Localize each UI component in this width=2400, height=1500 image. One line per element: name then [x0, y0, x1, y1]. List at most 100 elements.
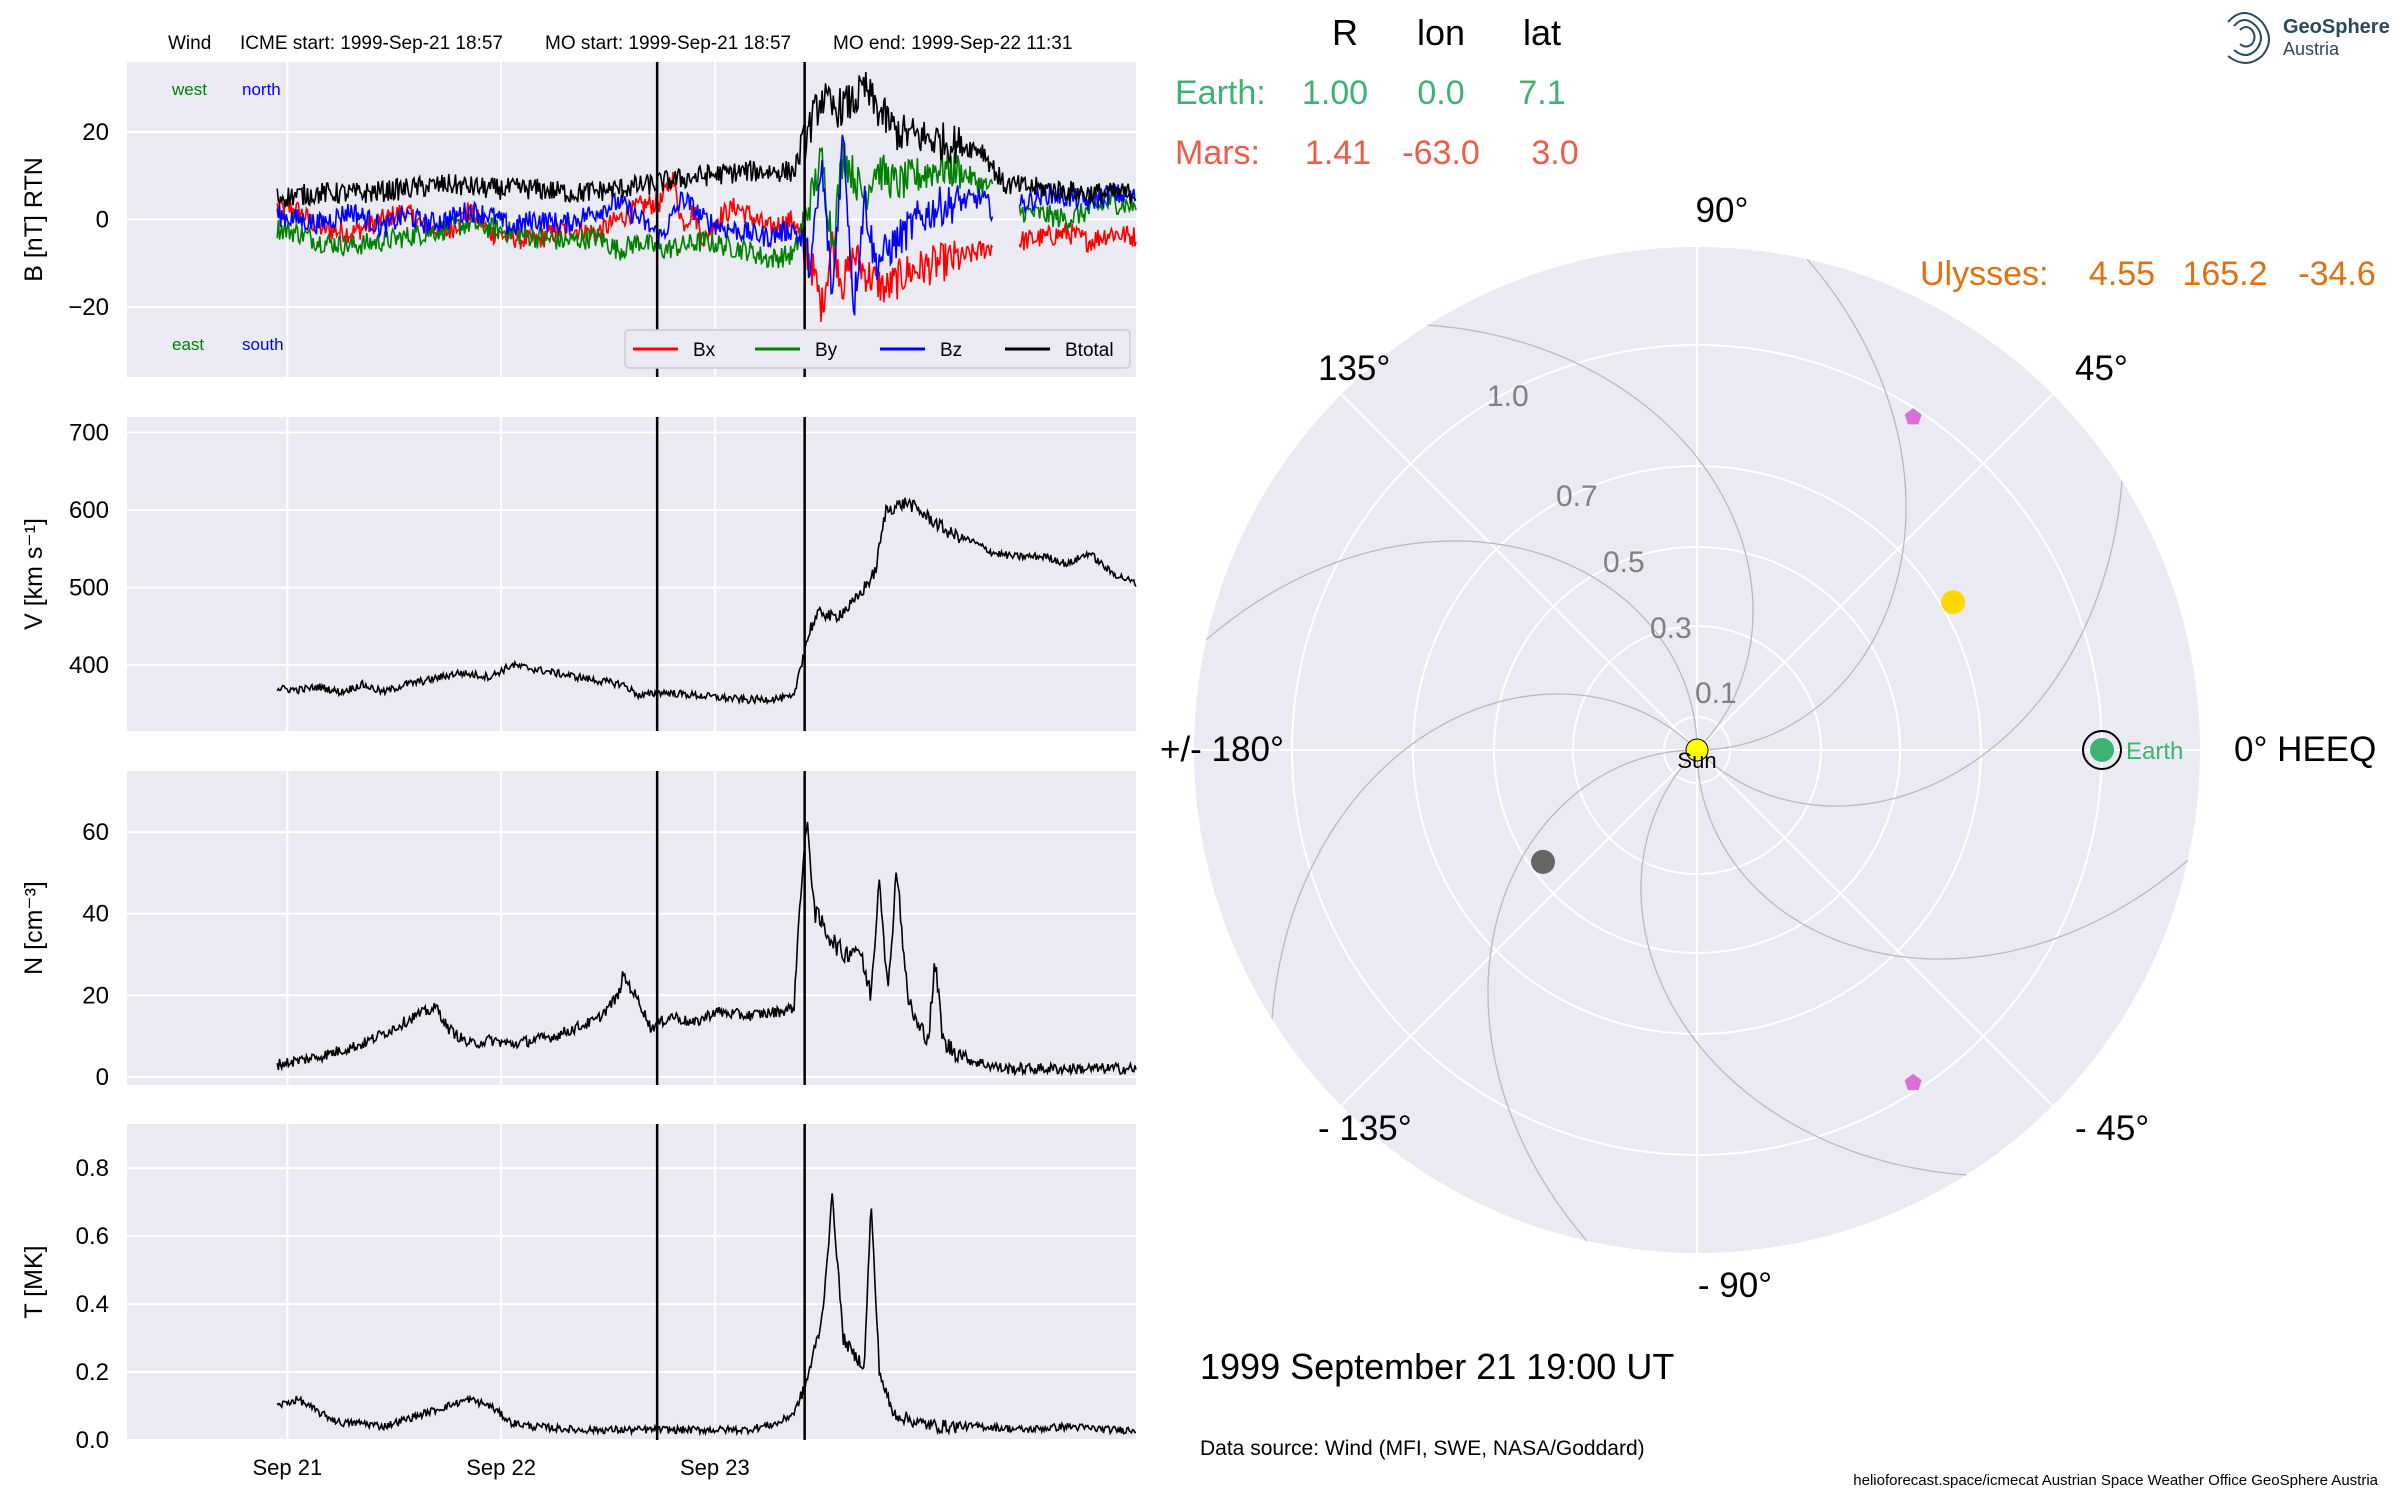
legend: Bx By Bz Btotal: [624, 329, 1131, 369]
earth-ring: [2082, 730, 2122, 770]
header-mo-start: MO start: 1999-Sep-21 18:57: [545, 33, 791, 54]
footer-credits: helioforecast.space/icmecat Austrian Spa…: [1853, 1472, 2378, 1489]
speed-panel: 700 600 500 400 V [km s⁻¹]: [20, 417, 1137, 731]
angle-label: - 45°: [2075, 1109, 2149, 1148]
data-source: Data source: Wind (MFI, SWE, NASA/Goddar…: [1200, 1437, 1645, 1460]
timeseries-panels: 20 0 −20 B [nT] RTN west north east south Bx By Bz…: [20, 62, 1137, 1480]
y-axis-label: T [MK]: [20, 1245, 48, 1318]
parker-spiral: [1271, 693, 1698, 1020]
parker-spirals: [1205, 258, 2189, 1242]
y-tick-label: 0.2: [76, 1359, 109, 1386]
parker-spiral: [1696, 750, 2189, 960]
angular-grid-line: [1696, 393, 2054, 751]
legend-label: Btotal: [1065, 340, 1114, 361]
spacecraft-marker: [1904, 408, 1922, 425]
ulysses-lat: -34.6: [2298, 255, 2376, 293]
x-tick-label: Sep 23: [680, 1455, 750, 1480]
y-tick-label: 0: [96, 1064, 109, 1091]
mars-label: Mars:: [1175, 134, 1260, 172]
spacecraft-marker: [1904, 1073, 1922, 1091]
parker-spiral: [1696, 480, 2123, 807]
series-by: [276, 142, 1137, 269]
legend-label: Bz: [940, 340, 962, 361]
parker-spiral: [1205, 540, 1698, 750]
ulysses-label: Ulysses:: [1920, 255, 2048, 293]
planet-marker: [1531, 849, 1556, 874]
logo-line1: GeoSphere: [2283, 16, 2390, 38]
y-tick-label: 0.8: [76, 1155, 109, 1182]
angle-label: 90°: [1696, 191, 1749, 230]
parker-spiral: [1487, 749, 1697, 1242]
radial-tick-label: 0.3: [1650, 612, 1692, 645]
planet-marker: [1941, 590, 1966, 615]
geosphere-logo: GeoSphere Austria: [2227, 12, 2390, 64]
series-bz: [276, 134, 1137, 316]
angular-grid-line: [1340, 393, 1698, 751]
y-tick-label: 400: [69, 652, 109, 679]
row-mars: Mars: 1.41 -63.0 3.0: [1175, 134, 1579, 172]
earth-label: Earth:: [1175, 74, 1266, 112]
angle-label: 135°: [1318, 349, 1390, 388]
y-tick-label: 0.0: [76, 1427, 109, 1454]
angle-label: - 135°: [1318, 1109, 1412, 1148]
heeq-polar-plot: 0.10.30.50.7 1.0 90° 45° 0° HEEQ - 45° - 90° - …: [1160, 191, 2376, 1305]
timestamp: 1999 September 21 19:00 UT: [1200, 1346, 1674, 1387]
temperature-panel: 0.8 0.6 0.4 0.2 0.0 T [MK] Sep 21 Sep 22 Sep 23: [20, 1124, 1137, 1480]
y-tick-label: 700: [69, 420, 109, 447]
mars-lat: 3.0: [1531, 134, 1578, 172]
earth-lat: 7.1: [1518, 74, 1565, 112]
header-lat: lat: [1523, 12, 1561, 53]
angular-grid-line: [1696, 749, 2054, 1107]
header-R: R: [1332, 12, 1358, 53]
density-panel: 60 40 20 0 N [cm⁻³]: [20, 771, 1137, 1091]
marker-south: south: [242, 335, 284, 354]
parker-spiral: [1697, 258, 1907, 751]
y-tick-label: 600: [69, 497, 109, 524]
header-spacecraft: Wind: [168, 33, 211, 54]
angle-label: - 90°: [1698, 1266, 1772, 1305]
radial-tick-label: 0.5: [1603, 546, 1645, 579]
y-tick-label: 60: [82, 819, 109, 846]
angle-label: 0° HEEQ: [2234, 730, 2376, 769]
marker-east: east: [172, 335, 204, 354]
speed-series: [276, 497, 1137, 706]
marker-west: west: [171, 80, 207, 99]
y-tick-label: 0.6: [76, 1223, 109, 1250]
legend-label: Bx: [693, 340, 716, 361]
y-tick-label: 0: [96, 207, 109, 234]
ulysses-R: 4.55: [2089, 255, 2155, 293]
mars-R: 1.41: [1305, 134, 1371, 172]
density-series: [276, 821, 1137, 1077]
header-icme-start: ICME start: 1999-Sep-21 18:57: [240, 33, 503, 54]
y-axis-label: B [nT] RTN: [20, 157, 48, 282]
x-tick-label: Sep 21: [252, 1455, 322, 1480]
y-tick-label: 0.4: [76, 1291, 109, 1318]
series-btotal: [276, 71, 1137, 208]
angle-label: +/- 180°: [1160, 730, 1284, 769]
y-tick-label: 500: [69, 575, 109, 602]
ulysses-lon: 165.2: [2182, 255, 2267, 293]
earth-marker: [2090, 738, 2114, 762]
y-tick-label: 20: [82, 119, 109, 146]
positions-table: R lon lat Earth: 1.00 0.0 7.1 Mars: 1.41…: [1175, 12, 2376, 293]
parker-spiral: [1640, 749, 1967, 1176]
sun-marker: [1685, 738, 1709, 762]
row-ulysses: Ulysses: 4.55 165.2 -34.6: [1920, 255, 2376, 293]
earth-R: 1.00: [1302, 74, 1368, 112]
legend-label: By: [815, 340, 838, 361]
temperature-series: [276, 1193, 1137, 1437]
geosphere-swirl-icon: [2227, 12, 2270, 64]
y-axis-label: V [km s⁻¹]: [20, 518, 48, 630]
angular-grid-line: [1340, 749, 1698, 1107]
mars-lon: -63.0: [1402, 134, 1480, 172]
logo-line2: Austria: [2283, 39, 2340, 59]
sun-label: Sun: [1677, 748, 1716, 773]
y-tick-label: −20: [68, 294, 109, 321]
panel-background: [127, 417, 1136, 731]
header-mo-end: MO end: 1999-Sep-22 11:31: [833, 33, 1072, 54]
earth-label: Earth: [2126, 738, 2183, 765]
marker-north: north: [242, 80, 281, 99]
legend-box: [624, 329, 1131, 369]
radial-tick-label: 0.1: [1695, 677, 1737, 710]
radial-tick-label: 1.0: [1487, 380, 1529, 413]
